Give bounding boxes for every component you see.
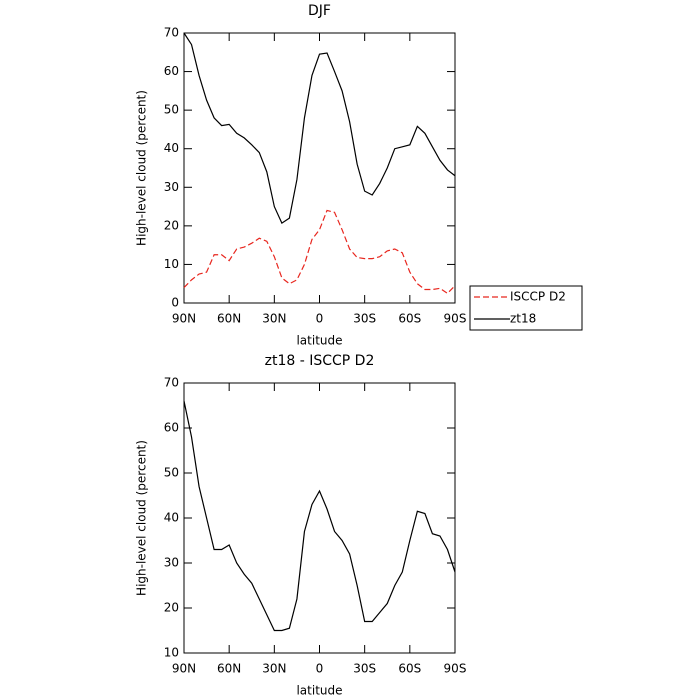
y-tick-label: 50: [164, 103, 179, 117]
y-axis-label: High-level cloud (percent): [135, 440, 149, 596]
y-tick-label: 20: [164, 218, 179, 232]
y-tick-label: 50: [164, 466, 179, 480]
y-tick-label: 0: [171, 296, 179, 310]
legend-label: ISCCP D2: [510, 290, 566, 304]
x-tick-label: 90N: [172, 662, 196, 676]
y-tick-label: 30: [164, 180, 179, 194]
x-tick-label: 30S: [353, 662, 376, 676]
y-tick-label: 20: [164, 601, 179, 615]
y-tick-label: 60: [164, 421, 179, 435]
x-tick-label: 0: [316, 662, 324, 676]
x-tick-label: 60N: [217, 662, 241, 676]
y-tick-label: 10: [164, 257, 179, 271]
y-tick-label: 30: [164, 556, 179, 570]
x-tick-label: 30N: [262, 312, 286, 326]
y-tick-label: 70: [164, 376, 179, 390]
y-tick-label: 70: [164, 26, 179, 40]
legend-box: [469, 285, 583, 331]
plot-frame: [183, 382, 456, 654]
y-axis-label: High-level cloud (percent): [135, 90, 149, 246]
line-series: [183, 400, 456, 632]
x-tick-label: 30S: [353, 312, 376, 326]
line-series: [183, 32, 456, 225]
x-tick-label: 60N: [217, 312, 241, 326]
x-tick-label: 90S: [444, 662, 467, 676]
line-series: [183, 209, 456, 295]
x-axis-label: latitude: [296, 334, 342, 348]
y-tick-label: 60: [164, 64, 179, 78]
y-tick-label: 40: [164, 141, 179, 155]
x-tick-label: 90S: [444, 312, 467, 326]
y-tick-label: 40: [164, 511, 179, 525]
x-axis-label: latitude: [296, 684, 342, 698]
x-tick-label: 60S: [398, 312, 421, 326]
x-tick-label: 30N: [262, 662, 286, 676]
x-tick-label: 0: [316, 312, 324, 326]
plot-frame: [183, 32, 456, 304]
chart-title: zt18 - ISCCP D2: [265, 353, 375, 369]
x-tick-label: 90N: [172, 312, 196, 326]
legend-label: zt18: [510, 312, 536, 326]
x-tick-label: 60S: [398, 662, 421, 676]
y-tick-label: 10: [164, 646, 179, 660]
chart-title: DJF: [308, 3, 331, 19]
